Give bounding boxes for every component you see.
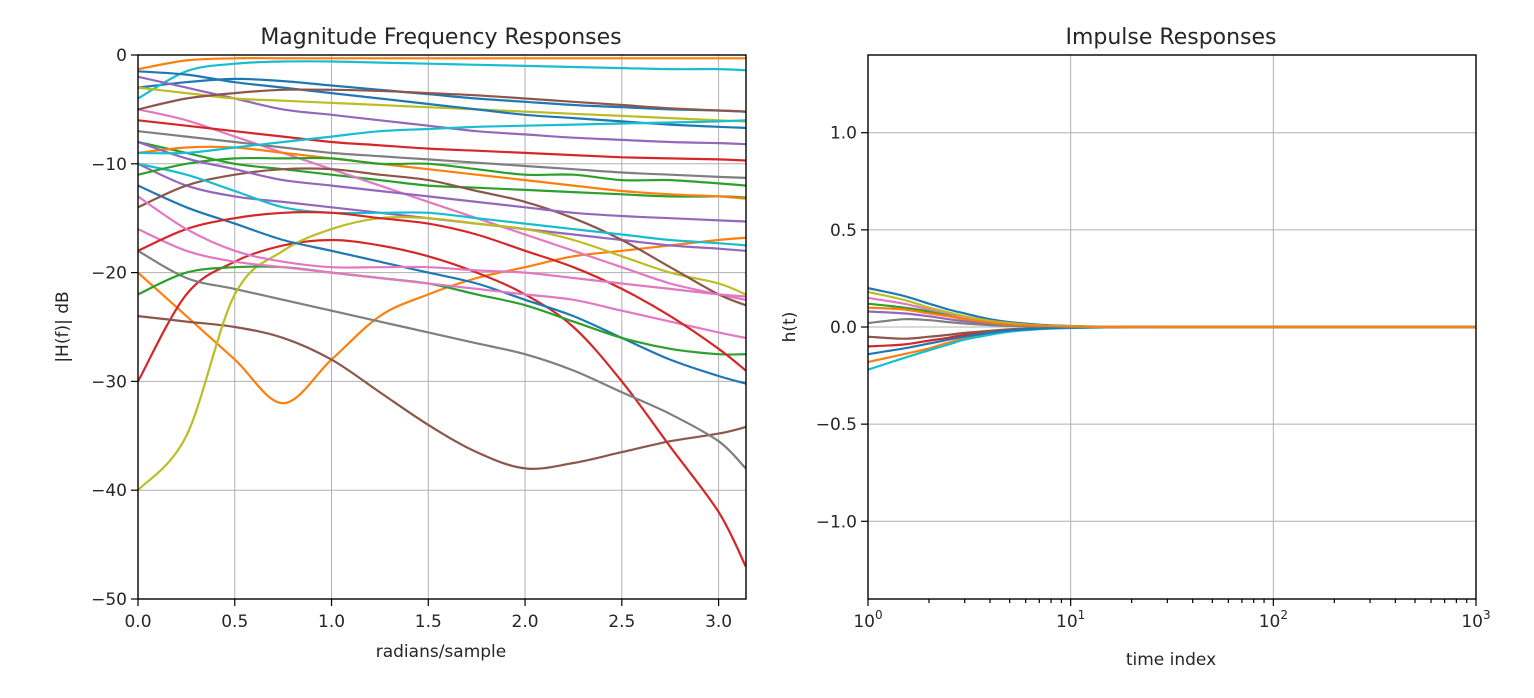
x-axis-label: radians/sample [376, 642, 507, 662]
x-tick-label: 101 [1056, 608, 1085, 632]
chart-title: Magnitude Frequency Responses [260, 25, 621, 50]
y-tick-label: −30 [91, 372, 127, 392]
x-tick-label: 1.5 [415, 612, 442, 632]
x-axis-label: time index [1126, 650, 1216, 670]
series-line [138, 57, 746, 71]
x-tick-label: 100 [853, 608, 882, 632]
y-tick-label: 1.0 [830, 124, 857, 144]
series-line [138, 265, 746, 356]
y-axis-label: |H(f)| dB [53, 291, 73, 362]
series-line [138, 119, 746, 162]
series-line [138, 88, 746, 113]
y-tick-label: 0.5 [830, 221, 857, 241]
x-tick-label: 2.5 [608, 612, 635, 632]
series-line [138, 195, 746, 298]
series-line [138, 228, 746, 339]
series-line [138, 77, 746, 113]
impulse-chart: Impulse Responses time index h(t) 100 101… [780, 25, 1491, 670]
series-line [138, 145, 746, 200]
series-group [868, 287, 1476, 371]
y-tick-label: −50 [91, 590, 127, 610]
series-line [138, 140, 746, 199]
y-tick-label: −40 [91, 481, 127, 501]
series-line [868, 306, 1476, 329]
series-line [138, 167, 746, 307]
series-line [138, 86, 746, 123]
series-line [138, 70, 746, 129]
series-line [138, 216, 746, 491]
x-tick-label: 0.0 [124, 612, 151, 632]
series-group [138, 57, 746, 567]
chart-title: Impulse Responses [1065, 25, 1276, 50]
x-tick-label: 0.5 [221, 612, 248, 632]
plot-frame [137, 54, 747, 600]
series-line [138, 249, 746, 470]
series-line [138, 156, 746, 187]
y-tick-label: −20 [91, 264, 127, 284]
x-tick-label: 2.0 [512, 612, 539, 632]
series-line [138, 119, 746, 155]
series-line [138, 108, 746, 301]
y-tick-label: −10 [91, 155, 127, 175]
series-line [138, 162, 746, 247]
series-line [138, 211, 746, 372]
series-line [138, 140, 746, 223]
series-line [138, 315, 746, 470]
magnitude-chart: Magnitude Frequency Responses radians/sa… [53, 25, 747, 662]
series-line [138, 236, 746, 405]
y-tick-label: −1.0 [816, 512, 857, 532]
series-line [868, 290, 1476, 329]
x-tick-label: 102 [1259, 608, 1288, 632]
x-tick-label: 3.0 [705, 612, 732, 632]
series-line [138, 130, 746, 179]
series-line [138, 60, 746, 100]
y-tick-label: −0.5 [816, 415, 857, 435]
x-tick-label: 103 [1461, 608, 1490, 632]
series-line [138, 184, 746, 385]
y-tick-label: 0 [116, 46, 127, 66]
plot-frame [867, 54, 1477, 600]
y-axis-label: h(t) [780, 312, 800, 343]
x-tick-label: 1.0 [318, 612, 345, 632]
series-line [868, 325, 1476, 364]
y-tick-label: 0.0 [830, 318, 857, 338]
